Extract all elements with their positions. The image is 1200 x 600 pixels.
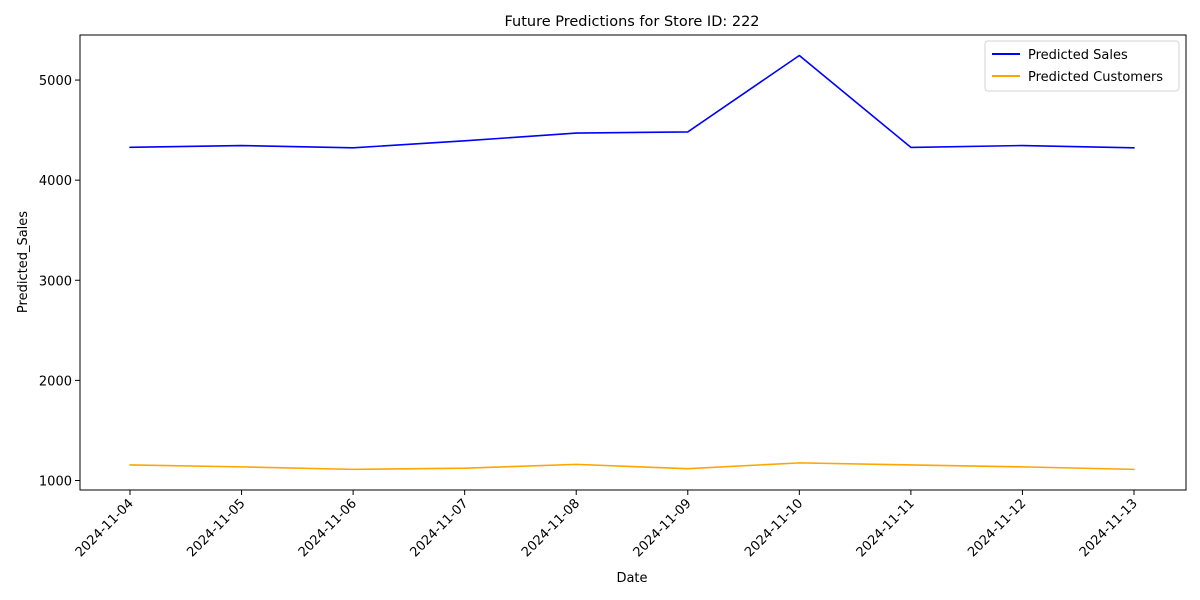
x-axis: 2024-11-04 2024-11-05 2024-11-06 2024-11-07…: [73, 490, 1141, 560]
y-tick-label-4000: 4000: [39, 174, 72, 189]
y-tick-label-2000: 2000: [39, 374, 72, 389]
chart-title: Future Predictions for Store ID: 222: [504, 14, 759, 30]
series-layer: [129, 54, 1135, 471]
x-tick-label-2024-11-09: 2024-11-09: [631, 496, 695, 560]
y-axis: 1000 2000 3000 4000 5000: [39, 74, 80, 489]
x-tick-label-2024-11-05: 2024-11-05: [184, 496, 248, 560]
x-tick-label-2024-11-08: 2024-11-08: [519, 496, 583, 560]
x-tick-label-2024-11-04: 2024-11-04: [73, 496, 137, 560]
legend-label-predicted-sales: Predicted Sales: [1028, 48, 1128, 63]
x-tick-label-2024-11-06: 2024-11-06: [296, 496, 360, 560]
y-tick-label-1000: 1000: [39, 474, 72, 489]
legend: Predicted Sales Predicted Customers: [984, 40, 1180, 92]
x-axis-label: Date: [616, 571, 647, 586]
y-tick-label-5000: 5000: [39, 74, 72, 89]
x-tick-label-2024-11-11: 2024-11-11: [854, 496, 918, 560]
series-line-predicted-sales: [129, 54, 1135, 149]
legend-label-predicted-customers: Predicted Customers: [1028, 70, 1163, 85]
y-axis-label: Predicted_Sales: [16, 211, 31, 313]
x-tick-label-2024-11-13: 2024-11-13: [1077, 496, 1141, 560]
legend-box: [984, 40, 1180, 92]
x-tick-label-2024-11-07: 2024-11-07: [407, 496, 471, 560]
y-tick-label-3000: 3000: [39, 274, 72, 289]
x-tick-label-2024-11-12: 2024-11-12: [965, 496, 1029, 560]
x-tick-label-2024-11-10: 2024-11-10: [742, 496, 806, 560]
plot-area: [79, 34, 1187, 491]
series-line-predicted-customers: [129, 462, 1135, 471]
